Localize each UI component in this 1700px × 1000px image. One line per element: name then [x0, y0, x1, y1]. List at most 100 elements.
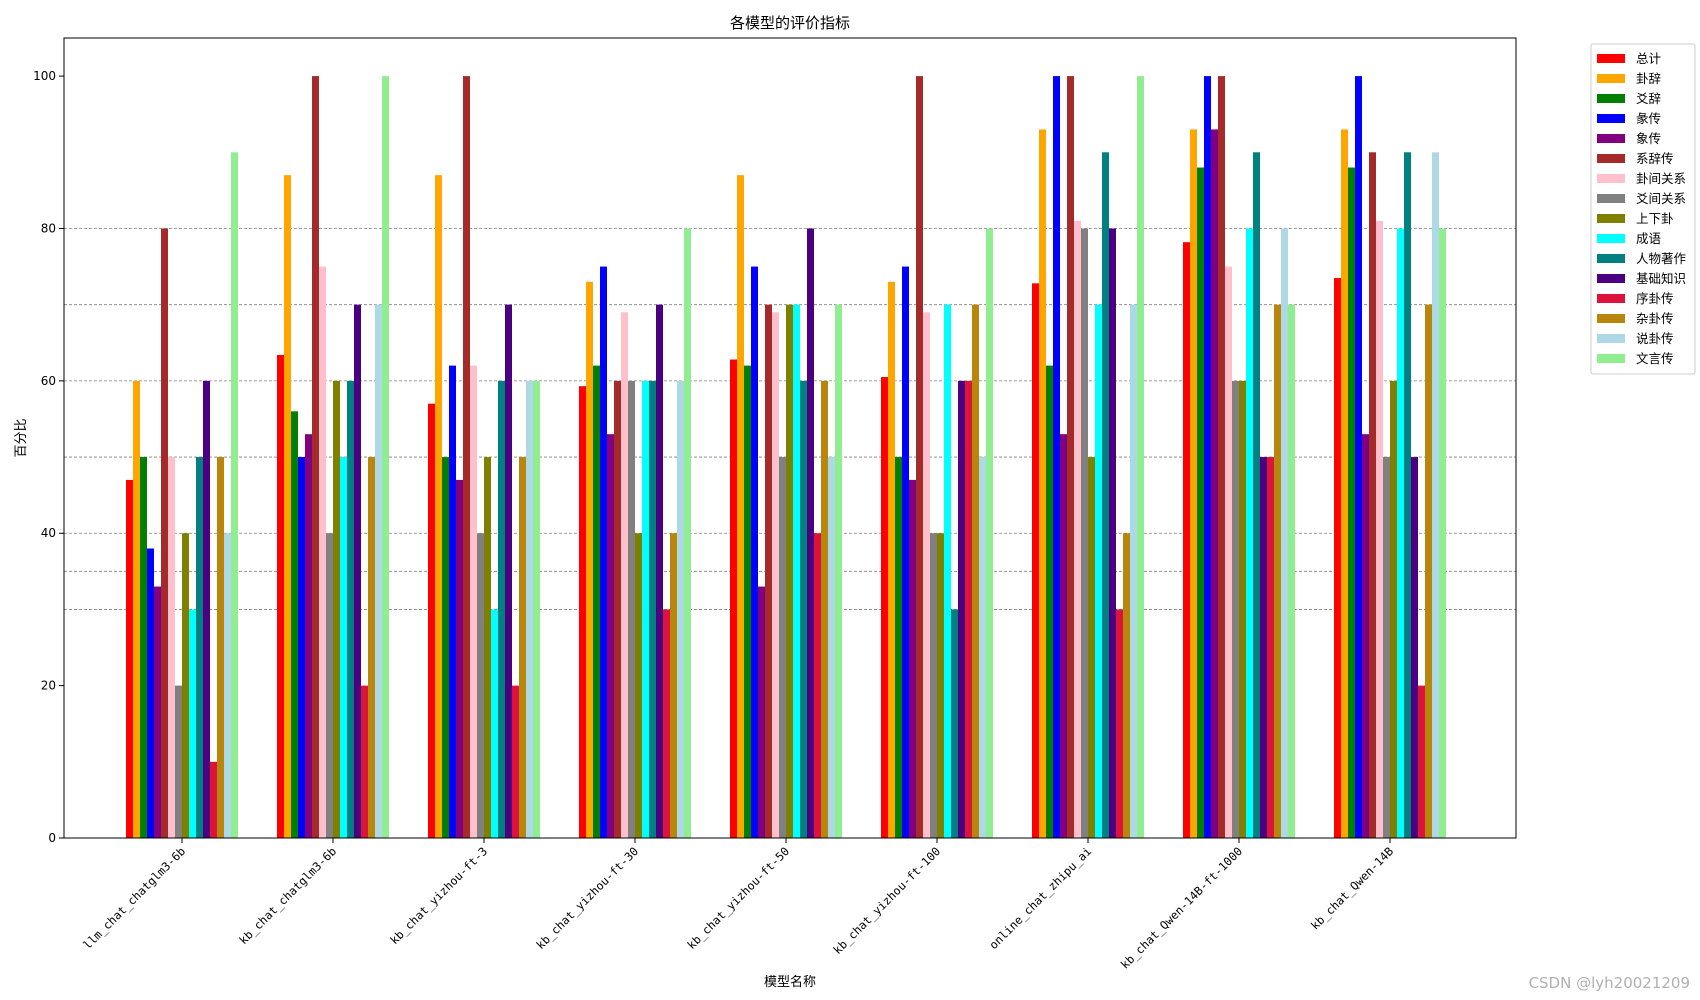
legend-swatch [1597, 194, 1625, 203]
series-13 [217, 304, 1432, 839]
legend-frame [1590, 43, 1696, 375]
legend-label: 系辞传 [1636, 151, 1674, 166]
series-15 [231, 76, 1446, 839]
legend-swatch [1597, 134, 1625, 143]
legend-label: 基础知识 [1636, 271, 1686, 286]
bar [737, 175, 744, 839]
y-axis: 0 20 40 60 80 100 [33, 69, 64, 845]
series-4 [154, 129, 1369, 838]
bar [621, 312, 628, 838]
series-0 [126, 242, 1341, 838]
bar [375, 304, 382, 839]
x-tick-label: llm_chat_chatglm3-6b [80, 844, 188, 952]
series-10 [196, 152, 1411, 839]
bar [1411, 457, 1418, 838]
legend-swatch [1597, 354, 1625, 363]
bar [730, 359, 737, 838]
bar [182, 533, 189, 838]
bar [435, 175, 442, 839]
bar [126, 479, 133, 838]
legend-label: 成语 [1636, 231, 1661, 246]
bar [579, 386, 586, 838]
bar [944, 304, 951, 839]
bar [828, 457, 835, 838]
legend-label: 序卦传 [1636, 291, 1674, 306]
bar [277, 354, 284, 838]
bar [888, 281, 895, 838]
bar [814, 533, 821, 838]
bar [635, 533, 642, 838]
bar [1348, 167, 1355, 838]
bar [1074, 220, 1081, 838]
bar [189, 609, 196, 838]
legend-swatch [1597, 54, 1625, 63]
bar [361, 685, 368, 838]
bar [463, 76, 470, 839]
bar [765, 304, 772, 839]
bar [1088, 457, 1095, 838]
series-3 [147, 76, 1362, 839]
bar [628, 380, 635, 838]
bar [231, 152, 238, 839]
bar [1281, 228, 1288, 838]
bar [1390, 380, 1397, 838]
bar [224, 533, 231, 838]
bar [937, 533, 944, 838]
bar [512, 685, 519, 838]
bar [1383, 457, 1390, 838]
bar [333, 380, 340, 838]
legend-label: 文言传 [1636, 351, 1674, 366]
watermark: CSDN @lyh20021209 [1528, 974, 1690, 992]
bar [1267, 457, 1274, 838]
legend-label: 说卦传 [1636, 331, 1674, 346]
bar [593, 365, 600, 838]
bar [284, 175, 291, 839]
bar [1369, 152, 1376, 839]
bar [1218, 76, 1225, 839]
legend-swatch [1597, 174, 1625, 183]
bar [642, 380, 649, 838]
bar [758, 586, 765, 838]
bar [1274, 304, 1281, 839]
bar [656, 304, 663, 839]
bar [923, 312, 930, 838]
bar [1225, 266, 1232, 839]
legend-label: 人物著作 [1636, 251, 1687, 266]
bar [498, 380, 505, 838]
x-axis: llm_chat_chatglm3-6b kb_chat_chatglm3-6b k… [80, 838, 1396, 972]
bar [217, 457, 224, 838]
bar [786, 304, 793, 839]
legend-swatch [1597, 74, 1625, 83]
bar [1067, 76, 1074, 839]
bar [1334, 278, 1341, 838]
legend-swatch [1597, 114, 1625, 123]
bar [456, 479, 463, 838]
y-tick-label: 20 [41, 679, 56, 693]
bar [772, 312, 779, 838]
bar [1362, 434, 1369, 838]
legend-label: 总计 [1636, 51, 1661, 66]
bar [1081, 228, 1088, 838]
bar [203, 380, 210, 838]
legend-swatch [1597, 154, 1625, 163]
legend-swatch [1597, 334, 1625, 343]
bar [340, 457, 347, 838]
bar [951, 609, 958, 838]
legend-swatch [1597, 254, 1625, 263]
bar [382, 76, 389, 839]
x-tick-label: kb_chat_yizhou-ft-50 [684, 844, 792, 952]
bar [663, 609, 670, 838]
bar [326, 533, 333, 838]
bar [140, 457, 147, 838]
bar [895, 457, 902, 838]
legend-label: 上下卦 [1636, 211, 1674, 226]
bar [347, 380, 354, 838]
bar [958, 380, 965, 838]
bar [1095, 304, 1102, 839]
bar [1116, 609, 1123, 838]
series-11 [203, 228, 1418, 839]
bar [965, 380, 972, 838]
chart-title: 各模型的评价指标 [730, 14, 850, 32]
bar [168, 457, 175, 838]
